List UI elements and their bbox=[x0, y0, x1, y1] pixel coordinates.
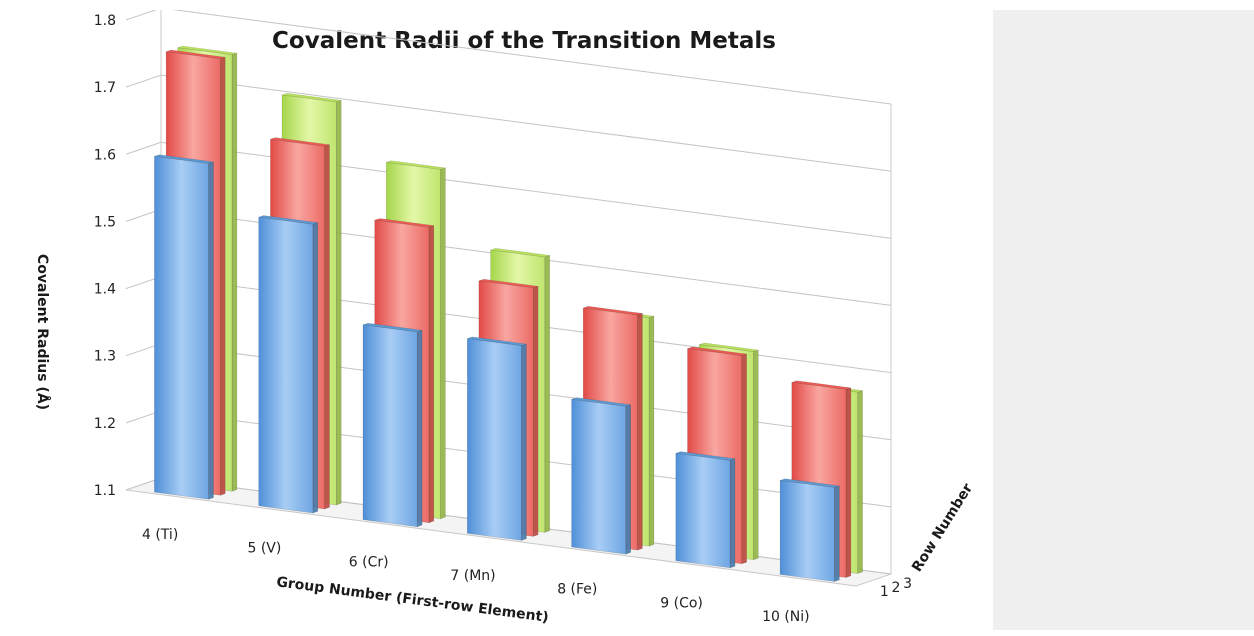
y-axis-title: Covalent Radius (Å) bbox=[34, 254, 51, 410]
y-tick-label: 1.1 bbox=[94, 483, 116, 499]
x-tick-label: 9 (Co) bbox=[660, 595, 703, 611]
bar-side-shade bbox=[533, 286, 539, 537]
bar-side-shade bbox=[232, 53, 237, 492]
bar-side-shade bbox=[220, 57, 226, 496]
x-axis-title: Group Number (First-row Element) bbox=[276, 574, 550, 626]
x-tick-label: 8 (Fe) bbox=[557, 582, 597, 598]
bar-front bbox=[779, 480, 835, 582]
gridline bbox=[125, 74, 892, 172]
y-tick-label: 1.4 bbox=[94, 282, 116, 298]
bar-side-shade bbox=[417, 330, 423, 527]
bar-front bbox=[258, 216, 314, 514]
bars-layer bbox=[154, 45, 863, 582]
bar bbox=[362, 322, 423, 528]
bar-side-shade bbox=[336, 100, 342, 506]
bar bbox=[675, 451, 736, 569]
bar bbox=[258, 215, 319, 514]
bar-side-shade bbox=[521, 344, 527, 541]
x-tick-label: 4 (Ti) bbox=[142, 527, 178, 543]
bar bbox=[571, 397, 632, 555]
bar-side-shade bbox=[428, 225, 434, 523]
bar bbox=[154, 154, 214, 500]
bar-front bbox=[571, 398, 627, 555]
bar-side-shade bbox=[324, 144, 330, 509]
z-axis-title: Row Number bbox=[909, 481, 976, 575]
row-tick-label: 3 bbox=[903, 576, 912, 592]
chart-title: Covalent Radii of the Transition Metals bbox=[272, 28, 776, 54]
bar-side-shade bbox=[857, 390, 863, 574]
bar-side-shade bbox=[440, 167, 446, 519]
bar-side-shade bbox=[544, 255, 550, 533]
bar-front bbox=[675, 452, 731, 569]
chart-svg: Covalent Radii of the Transition Metals … bbox=[34, 10, 976, 626]
bar-front bbox=[154, 156, 209, 500]
bar bbox=[466, 336, 527, 541]
x-tick-label: 5 (V) bbox=[247, 541, 281, 557]
x-tick-label: 6 (Cr) bbox=[349, 554, 389, 570]
y-tick-label: 1.5 bbox=[94, 214, 116, 230]
bar-side-shade bbox=[846, 387, 851, 578]
y-tick-label: 1.3 bbox=[94, 349, 116, 365]
bar-front bbox=[466, 338, 522, 541]
y-tick-label: 1.7 bbox=[94, 80, 116, 96]
row-tick-label: 2 bbox=[892, 580, 901, 596]
labels-layer: 1.8 1.7 1.6 1.5 1.4 1.3 1.2 1.1 4 (Ti) 5 (V) 6 (Cr… bbox=[94, 13, 912, 625]
bar-side-shade bbox=[741, 354, 747, 564]
side-panel bbox=[993, 10, 1254, 630]
gridline bbox=[125, 141, 892, 239]
bar-side-shade bbox=[649, 316, 654, 547]
bar-side-shade bbox=[753, 350, 759, 560]
bar-side-shade bbox=[208, 161, 214, 500]
y-tick-label: 1.2 bbox=[94, 416, 116, 432]
bar-side-shade bbox=[625, 404, 631, 555]
bar-front bbox=[362, 324, 418, 528]
y-tick-label: 1.8 bbox=[94, 13, 116, 29]
bar-side-shade bbox=[834, 485, 840, 582]
bar-side-shade bbox=[637, 313, 643, 551]
bar bbox=[779, 478, 840, 582]
bar-side-shade bbox=[730, 458, 735, 568]
x-tick-label: 7 (Mn) bbox=[450, 568, 495, 584]
bar-side-shade bbox=[312, 222, 318, 513]
y-tick-label: 1.6 bbox=[94, 147, 116, 163]
gridline bbox=[125, 10, 892, 105]
chart-area: Covalent Radii of the Transition Metals … bbox=[10, 10, 990, 630]
x-tick-label: 10 (Ni) bbox=[762, 609, 810, 625]
row-tick-label: 1 bbox=[880, 584, 889, 600]
